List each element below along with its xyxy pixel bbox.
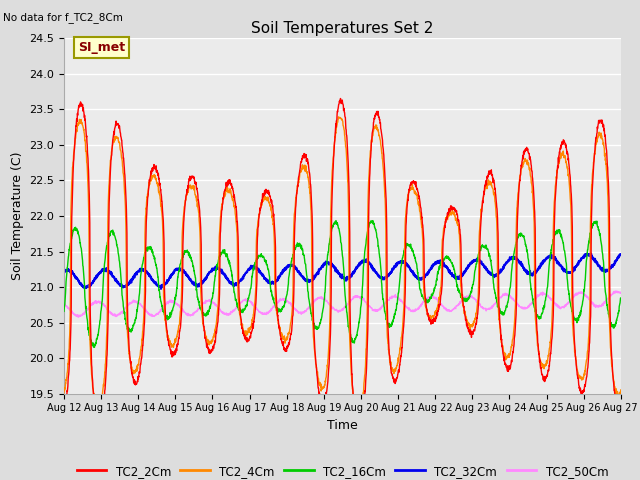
TC2_4Cm <box>584 348 591 354</box>
TC2_16Cm <box>568 309 576 314</box>
TC2_2Cm <box>371 113 379 119</box>
Line: TC2_2Cm: TC2_2Cm <box>64 98 621 436</box>
TC2_32Cm <box>617 252 625 257</box>
Y-axis label: Soil Temperature (C): Soil Temperature (C) <box>11 152 24 280</box>
TC2_50Cm <box>371 308 379 313</box>
TC2_32Cm <box>60 269 68 275</box>
TC2_50Cm <box>359 297 367 302</box>
TC2_16Cm <box>617 296 625 301</box>
TC2_4Cm <box>505 355 513 360</box>
TC2_4Cm <box>568 302 576 308</box>
TC2_2Cm <box>617 403 625 409</box>
TC2_32Cm <box>504 258 512 264</box>
TC2_16Cm <box>91 345 99 350</box>
TC2_2Cm <box>60 407 68 412</box>
Text: SI_met: SI_met <box>78 41 125 54</box>
TC2_50Cm <box>617 290 625 296</box>
TC2_16Cm <box>505 295 513 300</box>
TC2_50Cm <box>60 301 68 307</box>
TC2_16Cm <box>60 309 68 314</box>
Line: TC2_50Cm: TC2_50Cm <box>64 291 621 317</box>
TC2_16Cm <box>216 252 223 258</box>
Legend: TC2_2Cm, TC2_4Cm, TC2_16Cm, TC2_32Cm, TC2_50Cm: TC2_2Cm, TC2_4Cm, TC2_16Cm, TC2_32Cm, TC… <box>72 460 613 480</box>
TC2_50Cm <box>74 314 82 320</box>
TC2_4Cm <box>617 387 625 393</box>
TC2_2Cm <box>355 433 362 439</box>
TC2_16Cm <box>371 226 379 231</box>
Line: TC2_32Cm: TC2_32Cm <box>64 253 621 289</box>
TC2_2Cm <box>337 96 344 101</box>
TC2_2Cm <box>359 413 367 419</box>
TC2_50Cm <box>504 292 512 298</box>
Line: TC2_16Cm: TC2_16Cm <box>64 221 621 348</box>
TC2_2Cm <box>568 216 576 222</box>
TC2_4Cm <box>355 413 363 419</box>
TC2_32Cm <box>359 260 367 265</box>
TC2_32Cm <box>583 251 591 256</box>
TC2_50Cm <box>216 306 223 312</box>
TC2_2Cm <box>505 367 513 372</box>
TC2_4Cm <box>216 234 223 240</box>
TC2_4Cm <box>371 125 379 131</box>
TC2_16Cm <box>369 218 377 224</box>
TC2_16Cm <box>359 282 367 288</box>
Line: TC2_4Cm: TC2_4Cm <box>64 117 621 416</box>
Text: No data for f_TC2_8Cm: No data for f_TC2_8Cm <box>3 12 123 23</box>
TC2_32Cm <box>216 266 223 272</box>
TC2_2Cm <box>216 297 223 303</box>
TC2_32Cm <box>568 269 575 275</box>
TC2_4Cm <box>335 114 342 120</box>
TC2_32Cm <box>371 268 379 274</box>
TC2_32Cm <box>584 252 591 258</box>
TC2_4Cm <box>359 393 367 398</box>
TC2_4Cm <box>60 390 68 396</box>
TC2_2Cm <box>584 366 591 372</box>
TC2_32Cm <box>157 286 165 292</box>
TC2_16Cm <box>584 247 591 252</box>
TC2_50Cm <box>612 288 620 294</box>
TC2_50Cm <box>568 296 575 301</box>
TC2_50Cm <box>584 295 591 300</box>
X-axis label: Time: Time <box>327 419 358 432</box>
Title: Soil Temperatures Set 2: Soil Temperatures Set 2 <box>252 21 433 36</box>
